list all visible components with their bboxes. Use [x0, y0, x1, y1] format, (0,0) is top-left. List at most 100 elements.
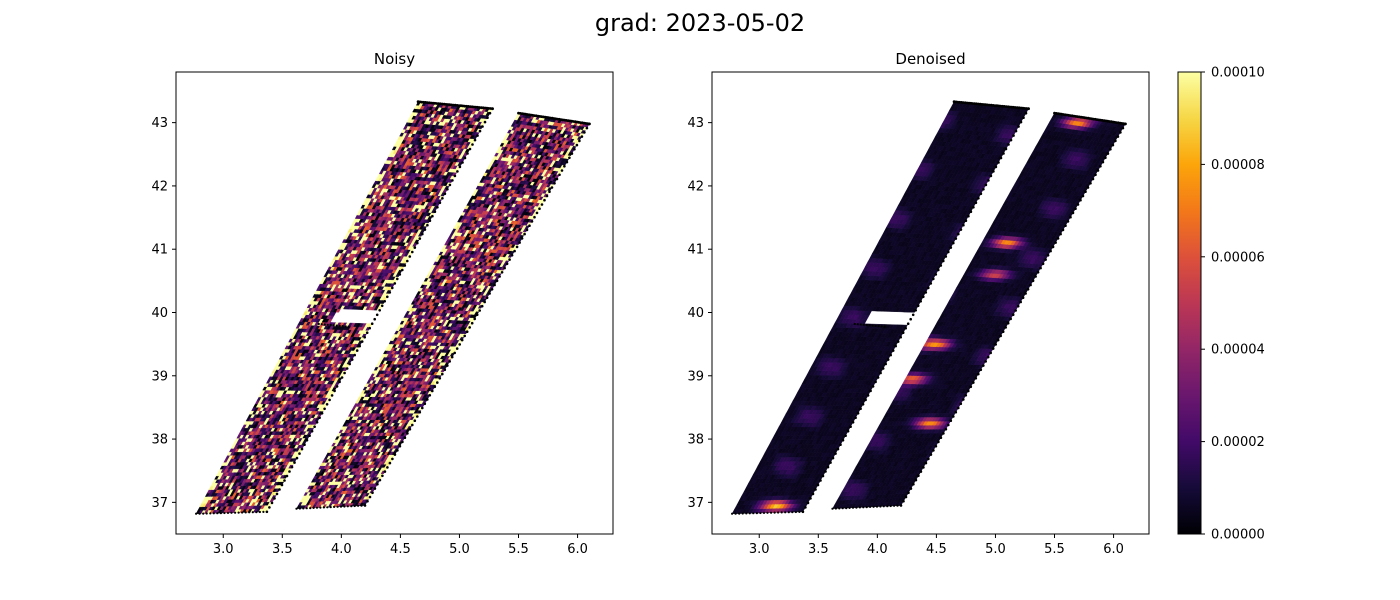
- noisy-edge-dot: [483, 120, 487, 124]
- noisy-edge-dot: [280, 483, 284, 487]
- noisy-edge-dot: [348, 362, 352, 366]
- noisy-edge-dot: [198, 512, 201, 515]
- noisy-edge-dot: [268, 506, 271, 509]
- noisy-edge-dot: [471, 143, 474, 146]
- noisy-edge-dot: [396, 277, 399, 281]
- noisy-edge-dot: [363, 335, 367, 339]
- noisy-edge-dot: [453, 174, 457, 178]
- noisy-edge-dot: [295, 456, 299, 460]
- noisy-edge-dot: [436, 206, 439, 209]
- noisy-edge-dot: [278, 488, 281, 491]
- noisy-edge-dot: [275, 492, 279, 496]
- noisy-edge-dot: [325, 403, 329, 406]
- noisy-edge-dot: [378, 309, 382, 312]
- noisy-edge-dot: [328, 398, 331, 402]
- noisy-edge-dot: [408, 255, 412, 258]
- noisy-edge-dot: [433, 210, 437, 213]
- noisy-panel-title: Noisy: [374, 50, 415, 68]
- noisy-edge-dot: [333, 389, 336, 393]
- noisy-edge-dot: [248, 511, 251, 514]
- noisy-edge-dot: [234, 511, 237, 514]
- noisy-edge-dot: [370, 322, 374, 326]
- noisy-edge-dot: [481, 125, 484, 128]
- noisy-edge-dot: [345, 367, 349, 370]
- noisy-edge-dot: [463, 156, 467, 160]
- noisy-edge-dot: [288, 470, 291, 473]
- noisy-edge-dot: [343, 371, 346, 375]
- noisy-edge-dot: [258, 510, 261, 514]
- noisy-edge-dot: [310, 429, 314, 433]
- noisy-edge-dot: [448, 183, 452, 187]
- noisy-edge-dot: [375, 313, 379, 317]
- noisy-edge-dot: [255, 510, 258, 514]
- noisy-edge-dot: [431, 214, 434, 218]
- noisy-edge-dot: [290, 465, 294, 469]
- noisy-edge-dot: [283, 479, 286, 482]
- noisy-edge-dot: [205, 512, 208, 515]
- noisy-edge-dot: [416, 241, 419, 245]
- noisy-edge-dot: [293, 461, 296, 464]
- noisy-edge-dot: [313, 425, 316, 429]
- noisy-edge-dot: [391, 286, 394, 290]
- noisy-edge-dot: [320, 412, 324, 415]
- noisy-edge-dot: [466, 152, 469, 155]
- noisy-edge-dot: [318, 416, 321, 420]
- noisy-edge-dot: [195, 512, 198, 515]
- noisy-edge-dot: [285, 474, 289, 478]
- noisy-edge-dot: [223, 511, 226, 515]
- noisy-edge-dot: [202, 512, 205, 515]
- noisy-panel: Noisy 3.0 3.5 4.0 4.5 5.0 5.5 6.0 373839404142…: [151, 50, 614, 557]
- noisy-edge-dot: [323, 407, 326, 411]
- noisy-edge-dot: [398, 273, 402, 276]
- noisy-edge-dot: [388, 291, 392, 294]
- noisy-edge-dot: [230, 511, 233, 514]
- noisy-edge-dot: [373, 317, 377, 321]
- noisy-edge-dot: [428, 219, 432, 222]
- noisy-edge-dot: [403, 264, 407, 267]
- noisy-edge-dot: [486, 116, 489, 119]
- noisy-edge-dot: [393, 282, 397, 285]
- noisy-edge-dot: [488, 111, 492, 115]
- noisy-edge-dot: [270, 501, 274, 505]
- noisy-edge-dot: [315, 421, 319, 424]
- noisy-edge-dot: [401, 268, 404, 272]
- noisy-edge-dot: [340, 376, 344, 379]
- noisy-edge-dot: [383, 300, 387, 303]
- noisy-edge-dot: [335, 385, 339, 388]
- noisy-edge-dot: [473, 138, 477, 142]
- noisy-edge-dot: [360, 340, 364, 343]
- noisy-edge-dot: [262, 510, 265, 513]
- noisy-edge-dot: [491, 107, 494, 110]
- noisy-edge-dot: [244, 511, 247, 514]
- noisy-edge-dot: [273, 497, 276, 500]
- noisy-edge-dot: [298, 452, 301, 455]
- noisy-edge-dot: [305, 438, 309, 442]
- noisy-edge-dot: [265, 510, 268, 513]
- noisy-edge-dot: [308, 434, 311, 438]
- figure-suptitle: grad: 2023-05-02: [595, 9, 805, 37]
- noisy-edge-dot: [216, 512, 219, 515]
- noisy-edge-dot: [237, 511, 240, 514]
- noisy-edge-dot: [226, 511, 230, 514]
- noisy-edge-dot: [423, 228, 427, 231]
- noisy-edge-dot: [212, 512, 215, 515]
- noisy-edge-dot: [241, 511, 244, 514]
- noisy-edge-dot: [438, 201, 442, 205]
- noisy-edge-dot: [421, 232, 424, 236]
- noisy-edge-dot: [350, 358, 354, 361]
- noisy-edge-dot: [353, 353, 357, 357]
- noisy-edge-dot: [330, 394, 334, 397]
- noisy-edge-dot: [365, 331, 369, 335]
- noisy-edge-dot: [446, 188, 449, 191]
- noisy-edge-dot: [303, 443, 306, 447]
- noisy-edge-dot: [209, 512, 212, 515]
- noisy-edge-dot: [426, 223, 429, 227]
- noisy-heatmap: [195, 100, 591, 515]
- noisy-edge-dot: [219, 511, 222, 515]
- noisy-edge-dot: [355, 349, 359, 352]
- noisy-edge-dot: [380, 304, 384, 308]
- noisy-edge-dot: [456, 170, 459, 173]
- noisy-edge-dot: [406, 259, 409, 263]
- noisy-edge-dot: [451, 179, 454, 182]
